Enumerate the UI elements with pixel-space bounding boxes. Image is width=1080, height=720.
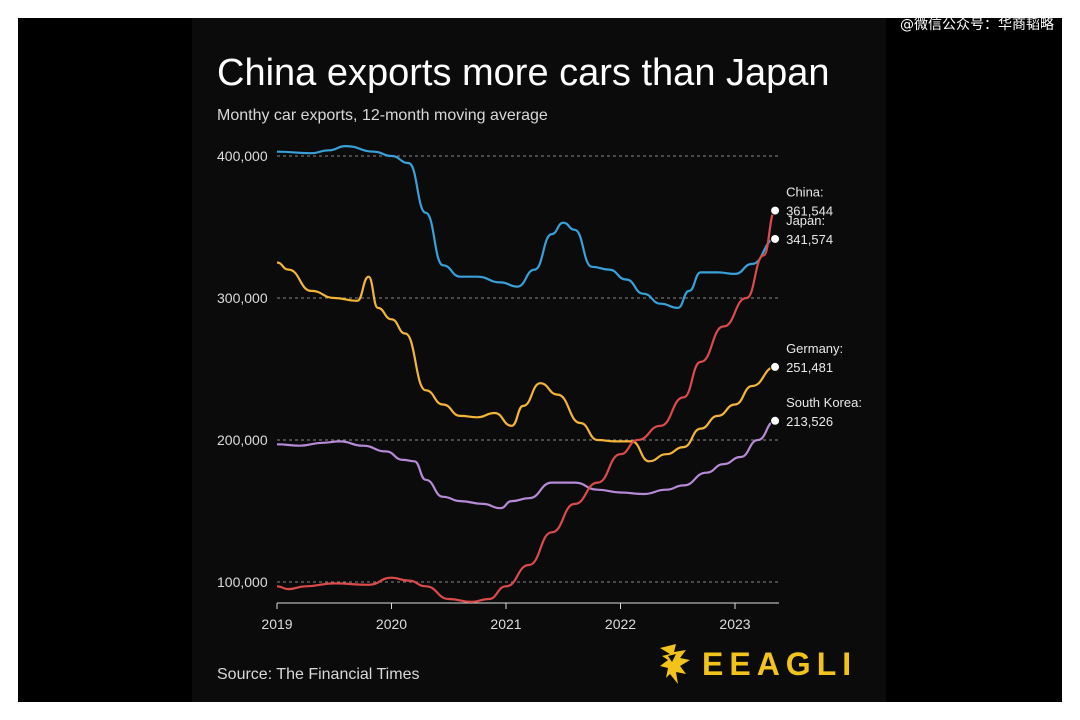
series-line-germany	[276, 261, 776, 463]
y-tick-label: 200,000	[217, 432, 268, 448]
series-name-label: South Korea:	[786, 395, 862, 410]
series-name-label: Germany:	[786, 341, 843, 356]
series-line-japan	[276, 145, 776, 309]
end-point-china	[770, 205, 781, 216]
series-lines	[276, 145, 777, 603]
chart-panel	[192, 18, 886, 702]
brand-name: EEAGLI	[702, 645, 858, 682]
watermark: @微信公众号：华商韬略	[900, 17, 1054, 33]
x-tick-label: 2019	[261, 616, 292, 632]
end-labels: Japan: 341,574 Germany: 251,481 South Korea:…	[770, 185, 862, 429]
x-tick-label: 2023	[719, 616, 750, 632]
brand-logo: EEAGLI	[656, 642, 857, 686]
y-tick-label: 100,000	[217, 574, 268, 590]
y-tick-label: 300,000	[217, 290, 268, 306]
series-value-label: 251,481	[786, 360, 833, 375]
chart-subtitle: Monthy car exports, 12-month moving aver…	[217, 107, 548, 124]
end-point-south-korea	[770, 415, 781, 426]
series-line-south-korea	[276, 419, 776, 510]
x-tick-label: 2022	[605, 616, 636, 632]
series-name-label: Japan:	[786, 213, 825, 228]
series-line-china	[276, 209, 777, 603]
source-note: Source: The Financial Times	[217, 666, 420, 683]
series-value-label: 361,544	[786, 204, 833, 219]
series-name-label: China:	[786, 185, 824, 200]
x-tick-label: 2021	[490, 616, 521, 632]
series-value-label: 213,526	[786, 414, 833, 429]
eagle-icon	[660, 644, 690, 684]
chart-title: China exports more cars than Japan	[217, 52, 830, 94]
grid-lines	[277, 155, 779, 583]
axes: 100,000 200,000 300,000 400,000 2019 2020 2021…	[217, 148, 779, 632]
end-point-germany	[770, 361, 781, 372]
series-value-label: 341,574	[786, 232, 833, 247]
x-tick-label: 2020	[376, 616, 407, 632]
end-point-japan	[770, 233, 781, 244]
y-tick-label: 400,000	[217, 148, 268, 164]
